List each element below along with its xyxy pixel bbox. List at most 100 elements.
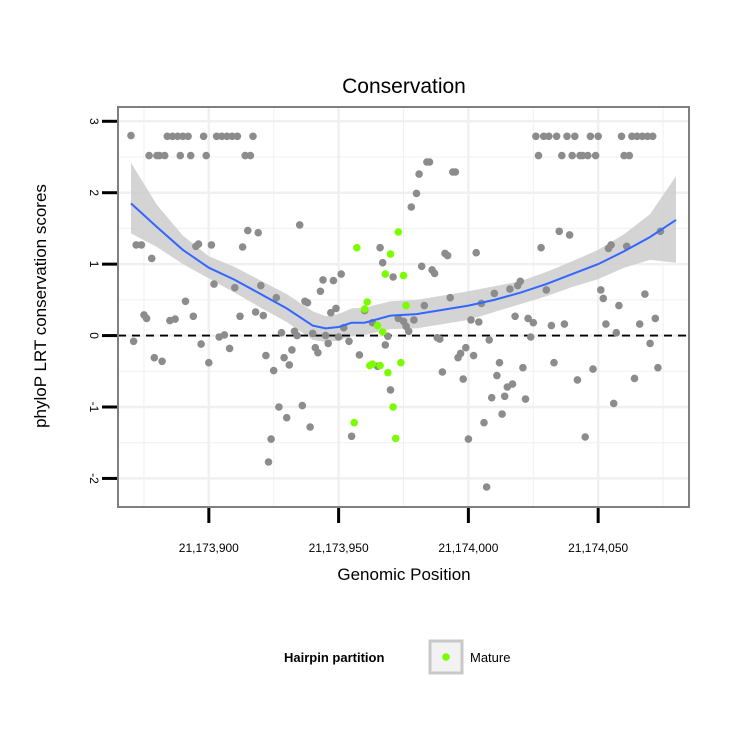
point-other-11 <box>158 357 166 366</box>
point-other-65 <box>298 401 307 410</box>
point-other-67 <box>303 298 312 307</box>
point-other-127 <box>482 483 491 491</box>
point-other-134 <box>500 392 509 401</box>
point-other-173 <box>602 320 610 328</box>
point-mature-11 <box>386 250 395 258</box>
grid-lines <box>118 107 689 507</box>
point-other-140 <box>516 277 525 286</box>
point-other-28 <box>202 151 210 160</box>
point-other-147 <box>534 151 543 160</box>
point-other-102 <box>417 262 426 271</box>
point-other-189 <box>643 132 652 141</box>
point-mature-9 <box>381 270 390 278</box>
point-other-162 <box>573 376 582 384</box>
point-other-15 <box>168 132 177 141</box>
point-other-160 <box>568 151 576 160</box>
y-tick-label-4: 2 <box>87 189 101 196</box>
point-other-161 <box>571 132 579 141</box>
point-other-107 <box>430 269 439 278</box>
point-other-3 <box>137 241 146 249</box>
point-other-187 <box>638 132 647 141</box>
y-axis: -2 -1 0 1 2 3 <box>87 118 117 484</box>
panel-border <box>117 106 690 508</box>
point-other-10 <box>155 151 164 160</box>
point-other-191 <box>648 132 657 141</box>
point-other-168 <box>589 365 597 373</box>
legend-title: Hairpin partition <box>284 650 384 665</box>
point-other-115 <box>451 168 460 176</box>
point-other-72 <box>316 287 325 296</box>
point-other-133 <box>498 410 506 418</box>
point-other-175 <box>607 241 615 249</box>
point-other-142 <box>521 395 530 403</box>
point-other-6 <box>145 151 153 160</box>
point-other-167 <box>586 132 595 141</box>
point-mature-1 <box>353 243 361 252</box>
point-other-110 <box>438 368 447 376</box>
point-other-109 <box>436 335 444 343</box>
point-other-137 <box>508 380 517 388</box>
point-other-151 <box>545 132 553 141</box>
point-other-183 <box>628 132 636 141</box>
point-other-180 <box>620 151 628 160</box>
point-other-166 <box>584 151 592 160</box>
point-other-120 <box>464 435 473 443</box>
point-other-17 <box>173 132 182 141</box>
point-mature-10 <box>384 368 392 377</box>
point-other-91 <box>384 332 392 341</box>
x-tick-label-2: 21,174,000 <box>438 541 498 555</box>
point-other-186 <box>635 320 644 328</box>
point-other-171 <box>597 286 605 294</box>
chart-title: Conservation <box>342 75 466 98</box>
point-other-188 <box>641 290 649 298</box>
point-other-92 <box>386 386 395 394</box>
point-other-83 <box>347 432 356 441</box>
point-other-79 <box>334 333 343 341</box>
point-other-126 <box>480 418 488 427</box>
point-other-124 <box>475 318 483 326</box>
point-other-75 <box>324 339 333 348</box>
point-other-69 <box>308 329 317 338</box>
point-mature-13 <box>391 434 400 443</box>
point-other-185 <box>633 132 641 141</box>
point-mature-17 <box>402 301 410 310</box>
point-other-100 <box>412 189 421 198</box>
point-other-154 <box>552 132 561 141</box>
point-other-40 <box>233 132 242 141</box>
point-other-159 <box>565 231 574 239</box>
point-other-119 <box>462 343 470 352</box>
y-tick-label-0: -2 <box>87 473 101 484</box>
point-other-101 <box>415 170 423 178</box>
point-other-78 <box>332 304 340 313</box>
point-other-145 <box>529 318 538 327</box>
point-other-169 <box>591 151 600 160</box>
point-other-118 <box>459 375 468 383</box>
point-other-176 <box>609 399 618 408</box>
point-other-61 <box>288 346 296 354</box>
point-other-80 <box>337 270 346 278</box>
point-other-44 <box>244 226 252 235</box>
y-tick-label-5: 3 <box>87 118 101 125</box>
point-other-49 <box>257 281 265 290</box>
point-other-121 <box>467 316 475 324</box>
point-other-177 <box>612 328 621 337</box>
point-other-57 <box>277 328 286 337</box>
point-other-42 <box>238 243 247 251</box>
legend-label-mature: Mature <box>470 650 510 665</box>
point-other-90 <box>381 341 390 349</box>
point-other-20 <box>181 297 190 306</box>
point-other-132 <box>495 358 504 367</box>
y-tick-label-2: 0 <box>87 332 101 339</box>
point-other-113 <box>446 293 455 302</box>
point-other-19 <box>179 132 187 141</box>
point-other-71 <box>314 348 322 357</box>
point-other-152 <box>547 321 556 330</box>
point-other-138 <box>511 312 519 321</box>
point-mature-0 <box>350 418 359 427</box>
point-other-156 <box>558 151 566 160</box>
point-other-13 <box>163 132 172 141</box>
point-other-34 <box>218 132 226 141</box>
point-other-18 <box>176 151 185 160</box>
point-other-60 <box>285 361 294 369</box>
point-mature-8 <box>378 328 387 336</box>
